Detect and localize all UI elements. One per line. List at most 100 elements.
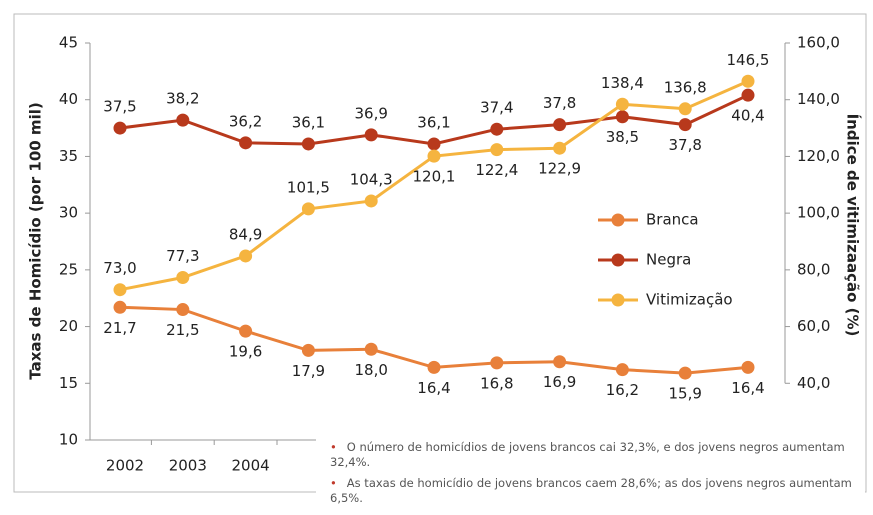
point xyxy=(741,88,755,102)
point xyxy=(615,97,629,111)
point xyxy=(301,137,315,151)
legend-label: Negra xyxy=(646,251,691,269)
legend-marker xyxy=(611,213,625,227)
y-tick-label: 35 xyxy=(59,147,78,165)
point xyxy=(490,143,504,157)
point xyxy=(615,363,629,377)
data-label: 36,1 xyxy=(292,113,325,131)
y2-tick-label: 100,0 xyxy=(797,204,840,222)
data-label: 21,7 xyxy=(103,319,136,337)
point xyxy=(113,300,127,314)
point xyxy=(113,121,127,135)
data-label: 77,3 xyxy=(166,247,199,265)
point xyxy=(176,271,190,285)
note: • O número de homicídios de jovens branco… xyxy=(330,440,860,470)
data-label: 104,3 xyxy=(350,170,393,188)
point xyxy=(239,136,253,150)
y2-tick-label: 80,0 xyxy=(797,260,830,278)
x-tick-label: 2004 xyxy=(232,457,270,475)
data-label: 16,9 xyxy=(543,373,576,391)
data-label: 146,5 xyxy=(727,51,770,69)
data-label: 84,9 xyxy=(229,225,262,243)
data-label: 138,4 xyxy=(601,74,644,92)
data-label: 38,2 xyxy=(166,90,199,108)
point xyxy=(678,102,692,116)
note: • As taxas de homicídio de jovens brancos… xyxy=(330,476,860,506)
data-label: 73,0 xyxy=(103,259,136,277)
point xyxy=(176,113,190,127)
y2-tick-label: 60,0 xyxy=(797,317,830,335)
point xyxy=(615,110,629,124)
point xyxy=(553,141,567,155)
point xyxy=(427,360,441,374)
data-label: 38,5 xyxy=(606,128,639,146)
data-label: 16,4 xyxy=(417,379,450,397)
y-tick-label: 45 xyxy=(59,34,78,52)
data-label: 16,4 xyxy=(731,379,764,397)
point xyxy=(427,149,441,163)
point xyxy=(490,356,504,370)
y-tick-label: 25 xyxy=(59,260,78,278)
x-tick-label: 2003 xyxy=(169,457,207,475)
data-label: 37,5 xyxy=(103,98,136,116)
data-label: 21,5 xyxy=(166,321,199,339)
y-tick-label: 20 xyxy=(59,317,78,335)
data-label: 136,8 xyxy=(664,78,707,96)
point xyxy=(176,303,190,317)
y2-tick-label: 120,0 xyxy=(797,147,840,165)
data-label: 122,4 xyxy=(475,161,518,179)
legend-label: Vitimização xyxy=(646,291,733,309)
data-label: 122,9 xyxy=(538,160,581,178)
legend-marker xyxy=(611,253,625,267)
point xyxy=(239,249,253,263)
data-label: 36,9 xyxy=(354,104,387,122)
legend-label: Branca xyxy=(646,211,699,229)
y2-axis-label: Índice de vitimizaação (%) xyxy=(844,114,863,337)
legend-marker xyxy=(611,293,625,307)
point xyxy=(301,343,315,357)
data-label: 36,2 xyxy=(229,112,262,130)
data-label: 36,1 xyxy=(417,113,450,131)
point xyxy=(113,283,127,297)
data-label: 37,4 xyxy=(480,99,513,117)
data-label: 120,1 xyxy=(413,168,456,186)
y2-tick-label: 40,0 xyxy=(797,374,830,392)
point xyxy=(364,342,378,356)
y-tick-label: 10 xyxy=(59,431,78,449)
data-label: 101,5 xyxy=(287,178,330,196)
y-tick-label: 15 xyxy=(59,374,78,392)
data-label: 19,6 xyxy=(229,343,262,361)
point xyxy=(301,202,315,216)
y-axis-label: Taxas de Homicídio (por 100 mil) xyxy=(27,102,45,379)
data-label: 17,9 xyxy=(292,362,325,380)
point xyxy=(364,128,378,142)
data-label: 37,8 xyxy=(668,136,701,154)
note-text: O número de homicídios de jovens brancos… xyxy=(330,440,845,469)
point xyxy=(364,194,378,208)
y-tick-label: 30 xyxy=(59,204,78,222)
data-label: 16,2 xyxy=(606,381,639,399)
data-label: 37,8 xyxy=(543,94,576,112)
y2-tick-label: 160,0 xyxy=(797,34,840,52)
x-tick-label: 2002 xyxy=(106,457,144,475)
point xyxy=(427,137,441,151)
notes-box xyxy=(316,436,865,515)
data-label: 18,0 xyxy=(354,361,387,379)
point xyxy=(741,360,755,374)
point xyxy=(490,122,504,136)
point xyxy=(741,74,755,88)
point xyxy=(553,355,567,369)
data-label: 15,9 xyxy=(668,385,701,403)
bullet: • xyxy=(330,476,337,490)
point xyxy=(239,324,253,338)
data-label: 16,8 xyxy=(480,374,513,392)
y2-tick-label: 140,0 xyxy=(797,90,840,108)
point xyxy=(553,118,567,132)
point xyxy=(678,366,692,380)
bullet: • xyxy=(330,440,337,454)
note-text: As taxas de homicídio de jovens brancos … xyxy=(330,476,852,505)
data-label: 40,4 xyxy=(731,107,764,125)
point xyxy=(678,118,692,132)
